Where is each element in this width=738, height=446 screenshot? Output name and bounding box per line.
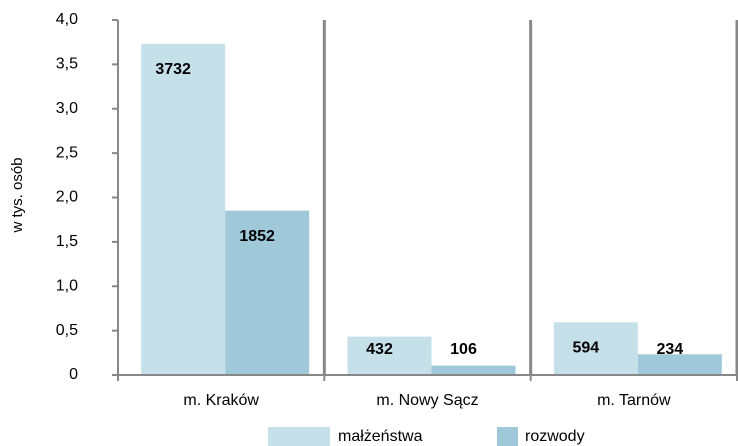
y-axis-title: w tys. osób [9,157,26,233]
data-label: 106 [450,341,477,358]
legend-label: małżeństwa [338,428,423,445]
bar [141,43,226,375]
y-tick-label: 1,5 [56,233,78,250]
y-tick-label: 0 [69,366,78,383]
data-label: 234 [656,341,683,358]
x-tick-label: m. Kraków [183,392,259,409]
bar [347,336,432,375]
legend-swatch [497,427,518,446]
y-tick-label: 2,0 [56,189,78,206]
y-tick-label: 4,0 [56,11,78,28]
y-tick-label: 3,0 [56,100,78,117]
y-tick-label: 1,0 [56,277,78,294]
y-tick-label: 2,5 [56,144,78,161]
y-tick-label: 0,5 [56,322,78,339]
data-label: 594 [572,340,599,357]
bar [553,322,638,375]
data-label: 432 [366,341,393,358]
data-label: 3732 [155,61,191,78]
x-tick-label: m. Nowy Sącz [376,392,478,409]
x-tick-label: m. Tarnów [597,392,671,409]
bar [225,210,310,375]
data-label: 1852 [239,228,275,245]
bar [637,354,722,375]
legend-swatch [268,427,330,446]
legend-label: rozwody [525,428,585,445]
y-tick-label: 3,5 [56,56,78,73]
bar [431,365,516,375]
